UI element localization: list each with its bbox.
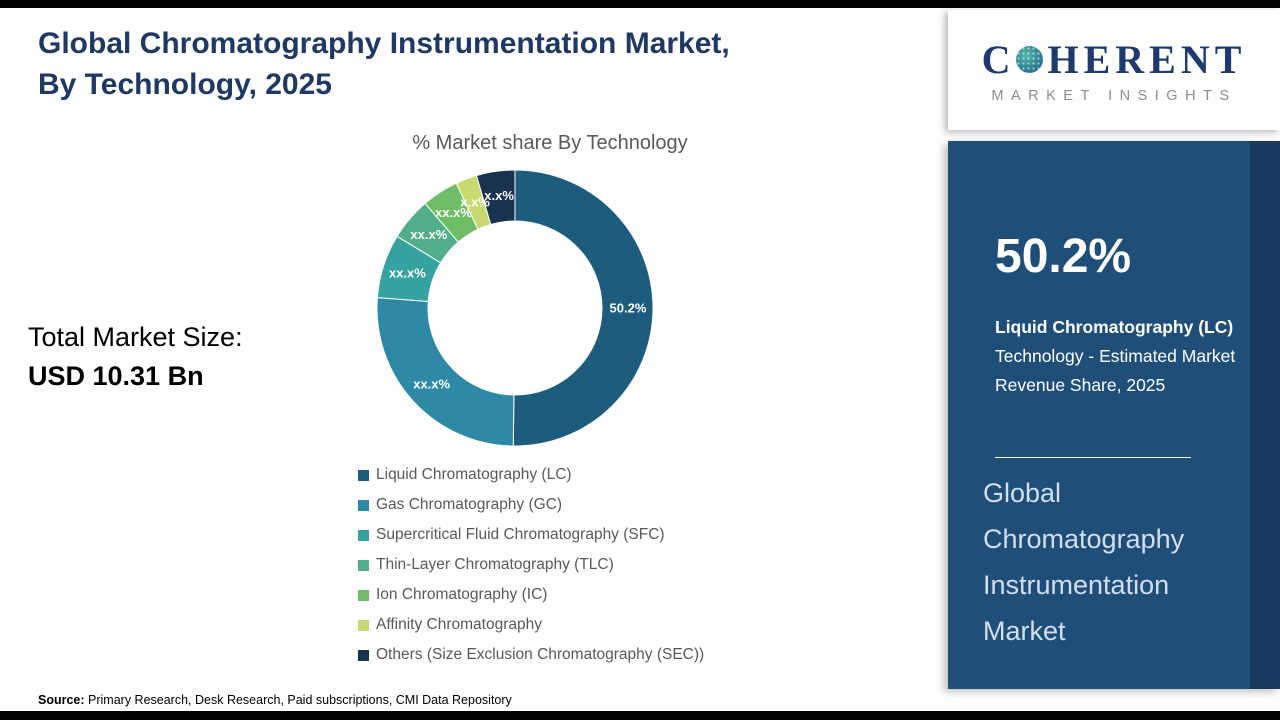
legend-label: Supercritical Fluid Chromatography (SFC) [376,526,665,543]
panel-market-title: Global Chromatography Instrumentation Ma… [983,478,1185,646]
donut-slice-label: x.x% [460,194,490,209]
brand-letter-c: C [981,37,1016,82]
donut-slice-label: x.x% [484,188,514,203]
legend-item: Affinity Chromatography [358,616,704,634]
legend-swatch [358,529,369,541]
sidebar-panel: 50.2% Liquid Chromatography (LC) Technol… [948,141,1280,689]
highlight-stat-bold: Liquid Chromatography (LC) [995,317,1234,337]
legend-label: Ion Chromatography (IC) [376,586,548,603]
legend-label: Others (Size Exclusion Chromatography (S… [376,646,705,663]
highlight-stat-value: 50.2% [995,230,1132,283]
total-market-block: Total Market Size: USD 10.31 Bn [28,322,243,392]
legend-label: Liquid Chromatography (LC) [376,466,572,483]
source-text: Primary Research, Desk Research, Paid su… [84,693,512,707]
donut-chart-svg: 50.2%xx.x%xx.x%xx.x%xx.x%x.x%x.x% [376,169,654,447]
sidebar: C HERENT MARKET INSIGHTS 50.2% Liquid Ch… [948,0,1280,720]
bottom-black-bar [0,711,1280,720]
donut-slice-label: xx.x% [410,227,447,242]
legend-swatch [358,559,369,571]
legend-item: Supercritical Fluid Chromatography (SFC) [358,526,704,544]
donut-chart: 50.2% xx.x% xx.x% xx.x% xx.x% x.x% x.x% [375,168,655,448]
source-label: Source: [38,693,85,707]
legend-swatch [358,589,369,601]
legend-label: Affinity Chromatography [376,616,542,633]
legend-swatch [358,619,369,631]
total-market-label: Total Market Size: [28,322,243,352]
donut-slice-label: xx.x% [389,265,426,280]
legend-swatch [358,649,369,661]
chart-legend: Liquid Chromatography (LC) Gas Chromatogr… [358,466,704,676]
legend-item: Ion Chromatography (IC) [358,586,704,604]
legend-item: Thin-Layer Chromatography (TLC) [358,556,704,574]
total-market-value: USD 10.31 Bn [28,361,204,391]
donut-slice-label: xx.x% [413,376,450,391]
globe-icon [1016,46,1044,73]
chart-title: % Market share By Technology [412,132,688,154]
brand-logo: C HERENT MARKET INSIGHTS [948,10,1280,130]
donut-segment [376,297,515,447]
donut-slice-label: xx.x% [435,205,472,220]
donut-segment [512,169,654,447]
legend-label: Gas Chromatography (GC) [376,496,563,513]
donut-segment [475,169,516,226]
panel-divider [995,457,1191,458]
source-line: Source: Primary Research, Desk Research,… [38,693,512,707]
page-title: Global Chromatography Instrumentation Ma… [38,27,730,101]
brand-tagline: MARKET INSIGHTS [991,88,1237,104]
legend-item: Gas Chromatography (GC) [358,496,704,514]
brand-letters-rest: HERENT [1047,37,1247,82]
legend-item: Others (Size Exclusion Chromatography (S… [358,646,704,664]
highlight-stat-description: Liquid Chromatography (LC) Technology - … [995,313,1237,400]
highlight-stat-rest: Technology - Estimated Market Revenue Sh… [995,345,1236,395]
legend-label: Thin-Layer Chromatography (TLC) [376,556,614,573]
legend-swatch [358,469,369,481]
brand-wordmark: C HERENT [982,36,1247,83]
top-black-bar [0,0,1280,8]
legend-swatch [358,499,369,511]
donut-slice-label: 50.2% [610,301,647,316]
legend-item: Liquid Chromatography (LC) [358,466,704,484]
